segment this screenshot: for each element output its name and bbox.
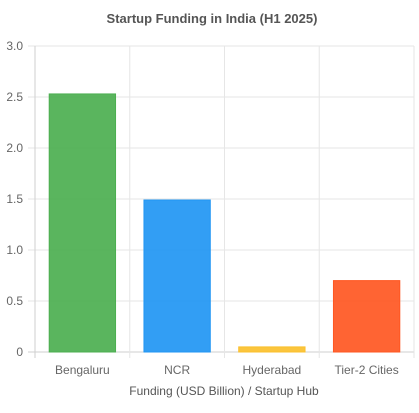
- bar-bengaluru[interactable]: [48, 93, 117, 353]
- axes: 0 0.5 1.0 1.5 2.0 2.5 3.0 Bengaluru NCR Hyderabad…: [6, 39, 398, 377]
- y-tick-label: 3.0: [6, 39, 23, 53]
- chart-title: Startup Funding in India (H1 2025): [107, 11, 318, 26]
- bar-ncr[interactable]: [143, 199, 211, 353]
- y-tick-label: 1.0: [6, 243, 23, 257]
- x-axis-title: Funding (USD Billion) / Startup Hub: [129, 384, 319, 398]
- y-tick-label: 2.0: [6, 141, 23, 155]
- x-tick-label: Tier-2 Cities: [335, 363, 399, 377]
- y-tick-label: 1.5: [6, 192, 23, 206]
- bar-tier-2-cities[interactable]: [332, 280, 401, 353]
- y-tick-label: 0: [16, 345, 23, 359]
- bar-hyderabad[interactable]: [238, 346, 306, 353]
- y-tick-label: 0.5: [6, 294, 23, 308]
- x-tick-label: NCR: [164, 363, 190, 377]
- x-tick-label: Hyderabad: [243, 363, 302, 377]
- x-tick-label: Bengaluru: [55, 363, 110, 377]
- bars: [48, 93, 401, 353]
- y-tick-label: 2.5: [6, 90, 23, 104]
